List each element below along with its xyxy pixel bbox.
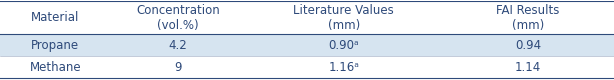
Text: Material: Material [31, 11, 79, 24]
Bar [0, 56, 614, 78]
Text: Propane: Propane [31, 39, 79, 52]
Text: Literature Values
(mm): Literature Values (mm) [293, 4, 394, 32]
Text: 0.90ᵃ: 0.90ᵃ [328, 39, 359, 52]
Text: FAI Results
(mm): FAI Results (mm) [496, 4, 560, 32]
Text: 1.14: 1.14 [515, 61, 541, 74]
Text: Methane: Methane [29, 61, 81, 74]
Bar [0, 1, 614, 34]
Text: 0.94: 0.94 [515, 39, 541, 52]
Bar [0, 34, 614, 56]
Text: Concentration
(vol.%): Concentration (vol.%) [136, 4, 220, 32]
Text: 4.2: 4.2 [169, 39, 187, 52]
Text: 1.16ᵃ: 1.16ᵃ [328, 61, 359, 74]
Text: 9: 9 [174, 61, 182, 74]
